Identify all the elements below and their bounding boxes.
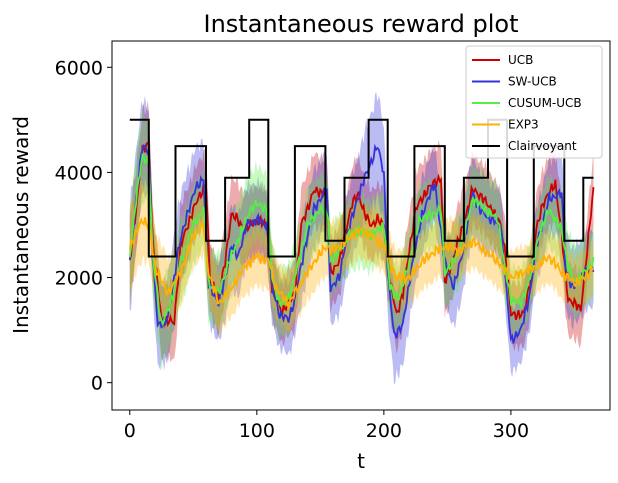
exp3-band xyxy=(129,180,594,337)
legend-box xyxy=(465,45,603,159)
y-tick-label: 0 xyxy=(91,373,103,395)
x-axis-label: t xyxy=(357,449,365,473)
x-tick-label: 0 xyxy=(124,420,136,442)
x-tick-label: 100 xyxy=(239,420,275,442)
axis-ticks: 0 100 200 300 0 2000 4000 6000 xyxy=(55,57,529,442)
legend-label-cusum-ucb: CUSUM-UCB xyxy=(508,96,582,110)
clairvoyant-line xyxy=(129,118,594,258)
ucb-line xyxy=(128,141,595,329)
legend-label-exp3: EXP3 xyxy=(508,118,539,132)
legend-label-sw-ucb: SW-UCB xyxy=(508,75,557,89)
x-tick-label: 300 xyxy=(493,420,529,442)
y-tick-label: 6000 xyxy=(55,57,103,79)
y-tick-label: 2000 xyxy=(55,268,103,290)
legend-label-clairvoyant: Clairvoyant xyxy=(508,139,577,153)
x-tick-label: 200 xyxy=(366,420,402,442)
exp3-line xyxy=(128,216,595,310)
chart-title: Instantaneous reward plot xyxy=(204,10,519,38)
legend-label-ucb: UCB xyxy=(508,53,533,67)
legend: UCB SW-UCB CUSUM-UCB EXP3 Clairvoyant xyxy=(465,45,603,159)
cusum-ucb-band xyxy=(129,106,594,373)
plot-area xyxy=(111,40,611,411)
series-lines xyxy=(128,118,595,344)
y-axis-label: Instantaneous reward xyxy=(9,116,33,334)
y-tick-label: 4000 xyxy=(55,162,103,184)
